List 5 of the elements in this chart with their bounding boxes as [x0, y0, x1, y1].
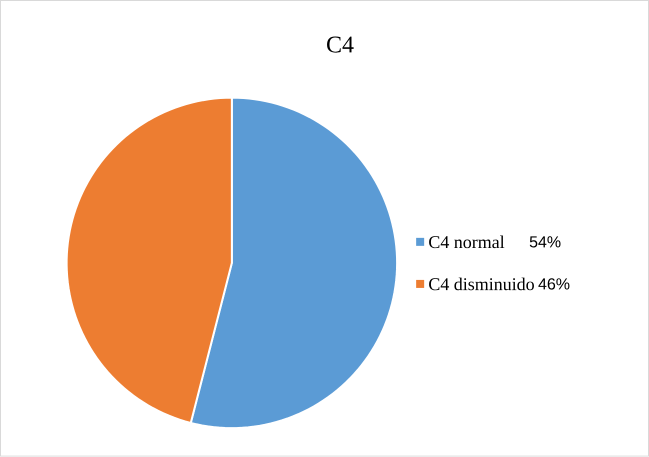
- chart-title: C4: [327, 36, 354, 53]
- legend-label: C4 normal: [429, 236, 504, 248]
- legend-label: C4 disminuido: [429, 278, 534, 290]
- data-label: 54%: [530, 236, 561, 248]
- data-label: 46%: [538, 278, 570, 290]
